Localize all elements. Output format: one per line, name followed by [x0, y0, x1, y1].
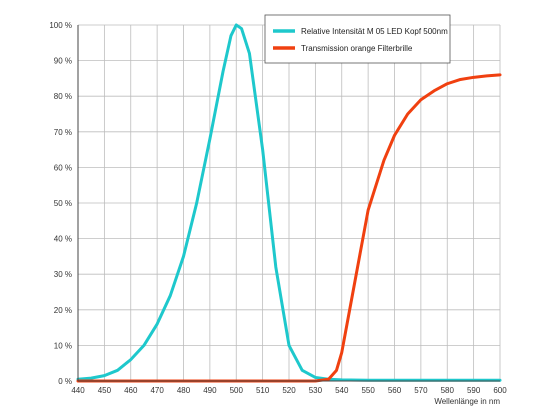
x-tick-label-450: 450 [98, 386, 112, 395]
x-tick-label-520: 520 [282, 386, 296, 395]
y-tick-label-100: 100 % [49, 21, 72, 30]
series-line-1 [76, 23, 502, 382]
legend-label-2: Transmission orange Filterbrille [301, 44, 413, 53]
x-tick-label-530: 530 [309, 386, 323, 395]
y-tick-label-30: 30 % [54, 270, 72, 279]
x-tick-label-510: 510 [256, 386, 270, 395]
x-tick-label-600: 600 [493, 386, 507, 395]
x-tick-label-570: 570 [414, 386, 428, 395]
y-tick-label-60: 60 % [54, 163, 72, 172]
x-axis-tick-labels: 440 450 460 470 480 490 500 510 520 530 540 550 560 5… [71, 386, 507, 395]
x-tick-label-550: 550 [361, 386, 375, 395]
y-tick-label-80: 80 % [54, 92, 72, 101]
legend: Relative Intensität M 05 LED Kopf 500nm T… [264, 14, 451, 64]
x-axis-title: Wellenlänge in nm [434, 397, 500, 406]
x-tick-label-490: 490 [203, 386, 217, 395]
y-tick-label-70: 70 % [54, 128, 72, 137]
x-tick-label-540: 540 [335, 386, 349, 395]
y-tick-label-20: 20 % [54, 306, 72, 315]
x-tick-label-560: 560 [388, 386, 402, 395]
y-tick-label-90: 90 % [54, 57, 72, 66]
x-tick-label-460: 460 [124, 386, 138, 395]
y-tick-label-0: 0 % [58, 377, 72, 386]
y-axis-tick-labels: 0 % 10 % 20 % 30 % 40 % 50 % 60 % 70 % 80 % 90 % 1… [49, 21, 72, 386]
y-tick-label-10: 10 % [54, 341, 72, 350]
x-tick-label-580: 580 [441, 386, 455, 395]
y-tick-label-50: 50 % [54, 199, 72, 208]
y-tick-label-40: 40 % [54, 235, 72, 244]
x-tick-label-500: 500 [230, 386, 244, 395]
x-tick-label-590: 590 [467, 386, 481, 395]
legend-label-1: Relative Intensität M 05 LED Kopf 500nm [301, 27, 448, 36]
x-tick-label-440: 440 [71, 386, 85, 395]
legend-box [264, 14, 451, 64]
x-tick-label-480: 480 [177, 386, 191, 395]
x-tick-label-470: 470 [150, 386, 164, 395]
grid-lines [77, 24, 501, 382]
axes [77, 25, 500, 382]
